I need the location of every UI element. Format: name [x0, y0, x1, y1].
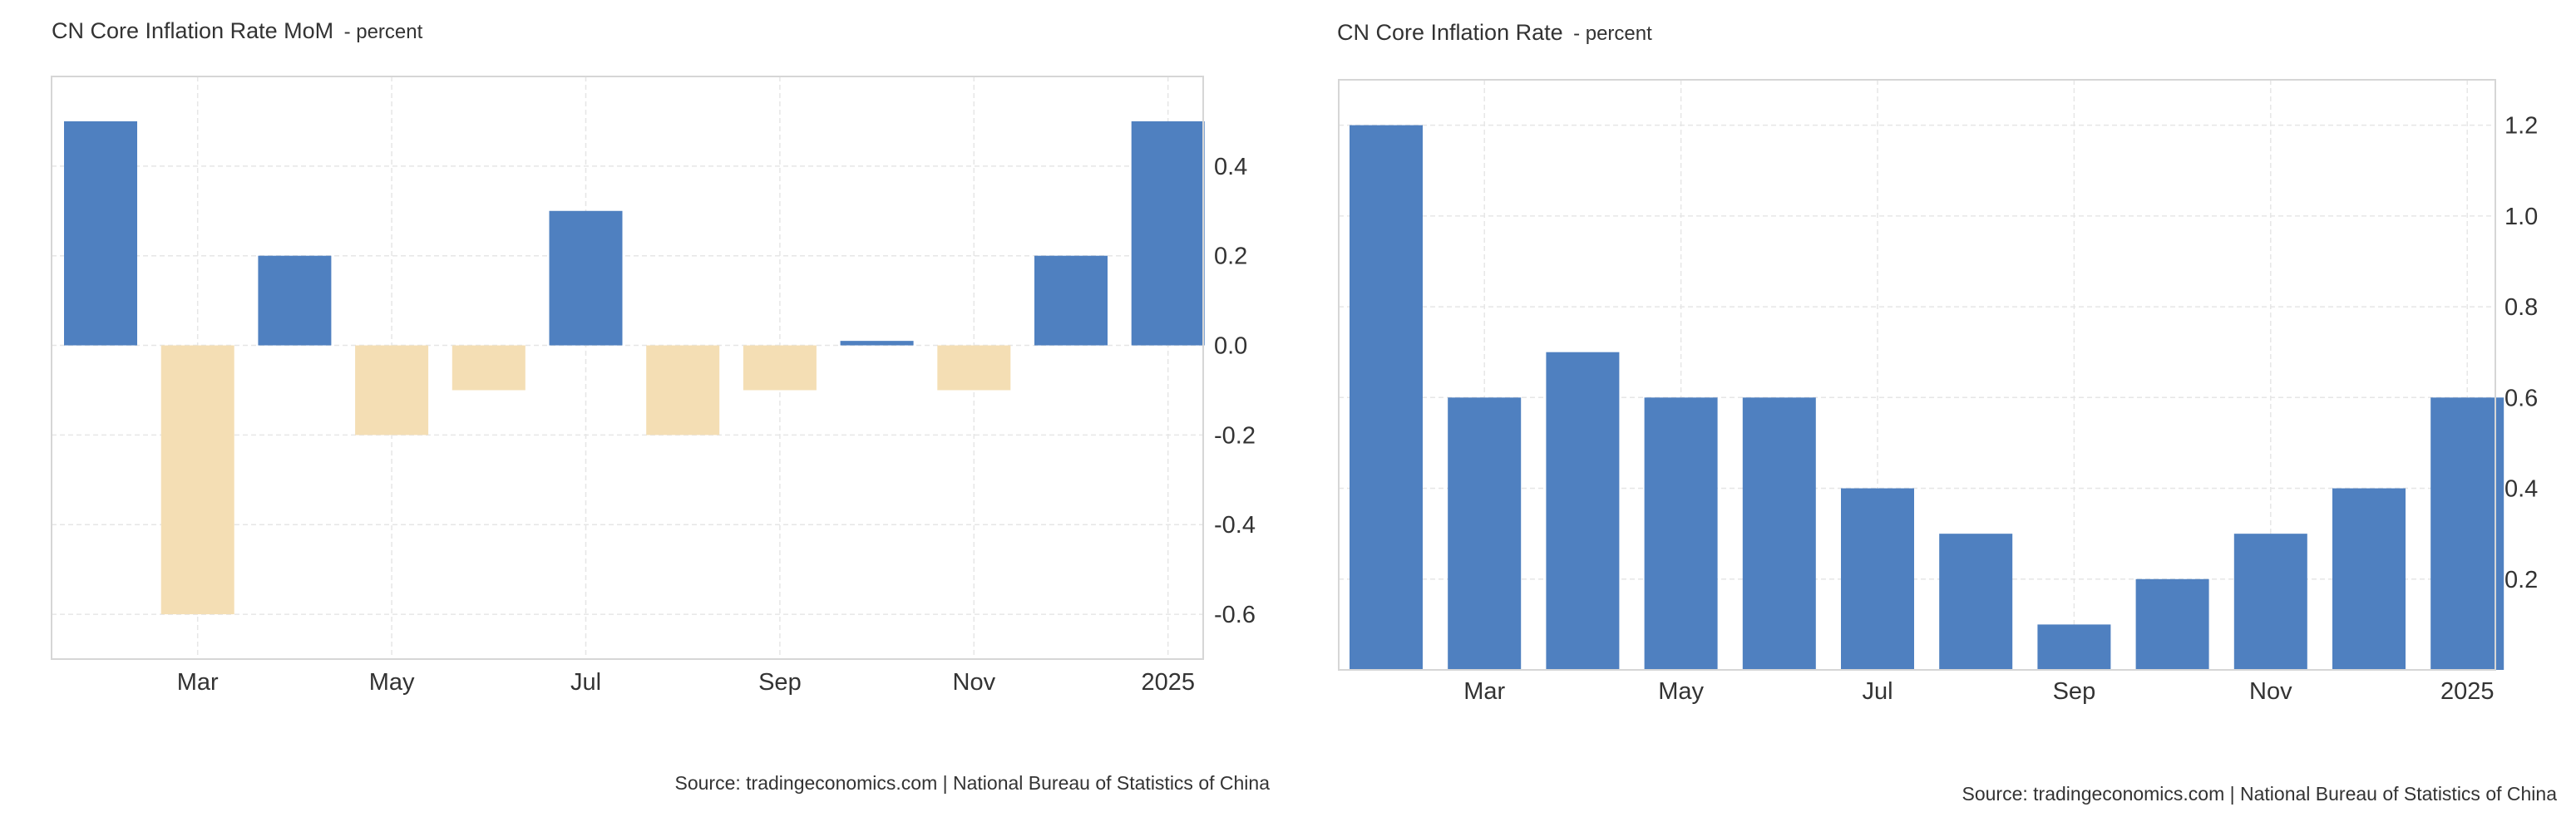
- bar-nov: [937, 345, 1011, 391]
- bar-jun: [1742, 397, 1816, 670]
- y-tick-label: 0.0: [1214, 333, 1247, 360]
- chart-core-inflation-yoy: CN Core Inflation Rate - percent 1.2 1.0 0…: [1337, 20, 2557, 805]
- x-tick-label: 2025: [1141, 669, 1195, 696]
- x-tick-label: Mar: [177, 669, 219, 696]
- y-tick-label: 1.2: [2504, 113, 2538, 140]
- x-tick-label: Nov: [953, 669, 996, 696]
- y-tick-label: 0.4: [2504, 476, 2538, 503]
- y-axis-ticks: 1.2 1.0 0.8 0.6 0.4 0.2: [2504, 113, 2538, 593]
- x-tick-label: Sep: [758, 669, 802, 696]
- x-tick-label: Jul: [1862, 678, 1893, 705]
- y-tick-label: 0.8: [2504, 294, 2538, 321]
- chart-title-text: CN Core Inflation Rate MoM: [52, 18, 333, 43]
- bar-oct: [2135, 578, 2209, 670]
- x-tick-label: Jul: [570, 669, 601, 696]
- chart-title: CN Core Inflation Rate - percent: [1337, 20, 1652, 45]
- bars: [64, 121, 1205, 615]
- bar-feb: [64, 121, 137, 346]
- bar-sep: [2037, 624, 2111, 670]
- y-tick-label: 1.0: [2504, 204, 2538, 230]
- plot-frame: [1338, 79, 2496, 671]
- x-axis-ticks: Mar May Jul Sep Nov 2025: [1463, 678, 2494, 705]
- bar-nov: [2233, 534, 2307, 670]
- bar-mar: [1448, 397, 1522, 670]
- chart-unit-text: - percent: [1573, 22, 1652, 45]
- x-tick-label: Mar: [1463, 678, 1505, 705]
- y-axis-ticks: 0.4 0.2 0.0 -0.2 -0.4 -0.6: [1214, 154, 1256, 628]
- y-tick-label: -0.4: [1214, 512, 1256, 539]
- y-tick-label: 0.4: [1214, 154, 1247, 180]
- source-text: Source: tradingeconomics.com | National …: [675, 772, 1271, 794]
- bar-2025: [2430, 397, 2504, 670]
- y-tick-label: -0.2: [1214, 422, 1256, 449]
- bar-oct: [840, 341, 914, 346]
- x-tick-label: May: [369, 669, 415, 696]
- chart-unit-text: - percent: [344, 21, 423, 43]
- plot-frame: [51, 76, 1204, 660]
- source-text: Source: tradingeconomics.com | National …: [1962, 783, 2558, 805]
- bars: [1350, 125, 2504, 671]
- y-tick-label: -0.6: [1214, 602, 1256, 628]
- x-tick-label: May: [1658, 678, 1704, 705]
- y-tick-label: 0.6: [2504, 385, 2538, 411]
- bar-apr: [258, 255, 332, 346]
- bar-feb: [1350, 125, 1423, 671]
- bar-2025: [1131, 121, 1205, 346]
- bar-jul: [549, 210, 623, 346]
- bar-aug: [646, 345, 720, 436]
- y-tick-label: 0.2: [1214, 244, 1247, 270]
- bar-may: [1644, 397, 1718, 670]
- x-tick-label: Nov: [2249, 678, 2292, 705]
- bar-aug: [1939, 534, 2013, 670]
- chart-core-inflation-mom: CN Core Inflation Rate MoM - percent 0.4…: [51, 18, 1271, 794]
- bar-sep: [743, 345, 817, 391]
- bar-dec: [2332, 488, 2406, 670]
- bar-mar: [160, 345, 234, 615]
- x-tick-label: Sep: [2053, 678, 2096, 705]
- x-axis-ticks: Mar May Jul Sep Nov 2025: [177, 669, 1195, 696]
- bar-dec: [1034, 255, 1108, 346]
- bar-jul: [1841, 488, 1914, 670]
- y-tick-label: 0.2: [2504, 567, 2538, 593]
- chart-title: CN Core Inflation Rate MoM - percent: [52, 18, 423, 43]
- bar-apr: [1546, 352, 1620, 670]
- bar-may: [355, 345, 429, 436]
- bar-jun: [452, 345, 526, 391]
- chart-title-text: CN Core Inflation Rate: [1337, 20, 1563, 45]
- x-tick-label: 2025: [2440, 678, 2495, 705]
